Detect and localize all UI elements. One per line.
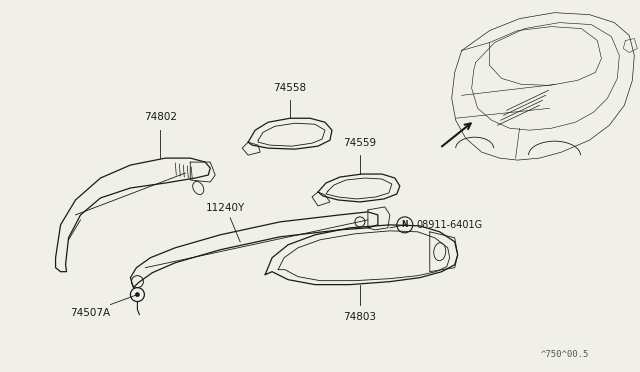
Text: 08911-6401G: 08911-6401G [417,220,483,230]
Text: 74559: 74559 [343,138,376,148]
Text: 74802: 74802 [144,112,177,122]
Circle shape [136,293,140,296]
Text: N: N [401,220,408,230]
Text: ^750^00.5: ^750^00.5 [541,350,589,359]
Text: 11240Y: 11240Y [205,203,245,213]
Text: 74803: 74803 [344,311,376,321]
Text: 74507A: 74507A [70,308,111,318]
Text: 74558: 74558 [273,83,307,93]
